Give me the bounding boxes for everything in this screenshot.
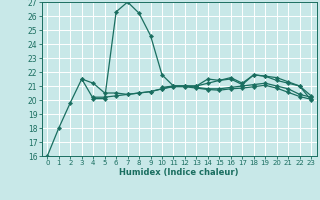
X-axis label: Humidex (Indice chaleur): Humidex (Indice chaleur) [119,168,239,177]
